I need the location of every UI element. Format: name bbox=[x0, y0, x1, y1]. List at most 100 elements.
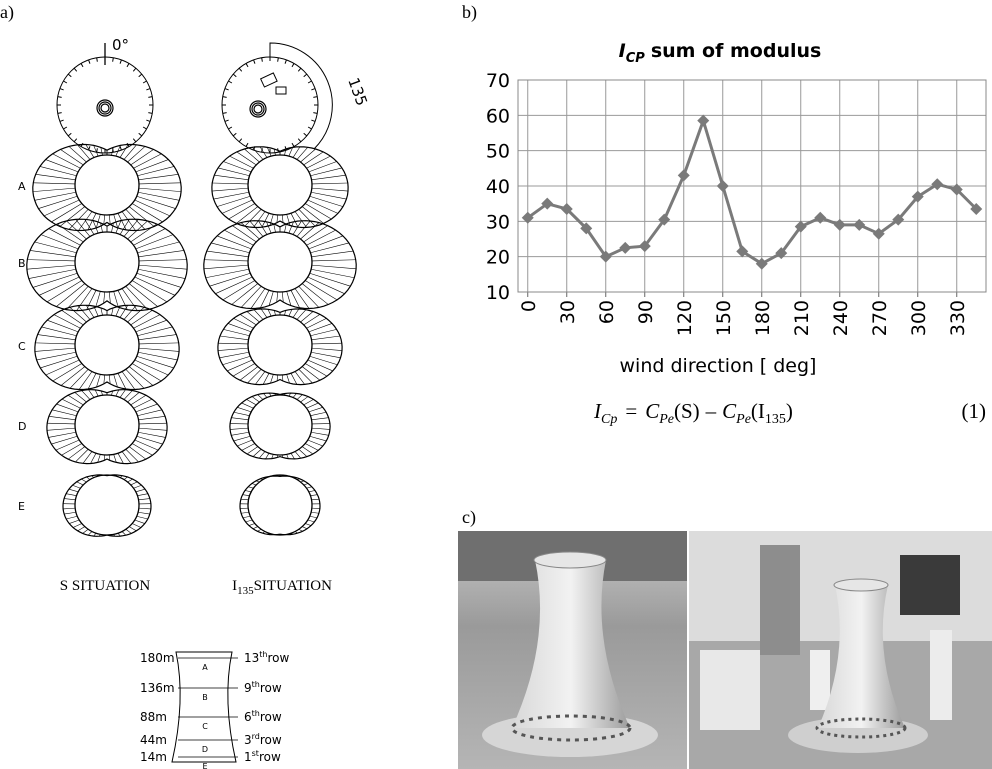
data-point bbox=[717, 180, 729, 192]
hatch bbox=[247, 399, 257, 405]
data-point bbox=[678, 169, 690, 181]
compass-tick bbox=[298, 139, 301, 142]
compass-tick bbox=[233, 74, 236, 77]
hatch bbox=[94, 145, 99, 156]
hatch bbox=[210, 273, 251, 286]
hatch bbox=[137, 166, 174, 175]
hatch bbox=[309, 323, 332, 331]
compass-tick bbox=[308, 81, 311, 83]
hatch bbox=[129, 527, 136, 531]
hatch bbox=[241, 286, 261, 307]
hatch bbox=[77, 482, 83, 485]
compass-tick bbox=[298, 68, 301, 71]
hatch bbox=[132, 443, 152, 455]
level-letter: B bbox=[202, 693, 208, 702]
hatch bbox=[35, 348, 75, 351]
hatch bbox=[310, 168, 341, 176]
hatch bbox=[82, 391, 90, 400]
y-tick-label: 70 bbox=[486, 70, 510, 92]
hatch bbox=[137, 516, 148, 519]
building bbox=[261, 73, 277, 87]
hatch bbox=[86, 305, 94, 317]
y-tick-label: 60 bbox=[486, 105, 510, 127]
hatch bbox=[76, 219, 90, 236]
hatch bbox=[282, 215, 283, 223]
hatch bbox=[139, 423, 167, 424]
hatch bbox=[128, 146, 145, 162]
hatch bbox=[109, 292, 110, 303]
hatch bbox=[222, 200, 252, 213]
hatch bbox=[137, 494, 147, 496]
hatch bbox=[46, 360, 79, 375]
hatch bbox=[304, 152, 323, 165]
height-label: 88m bbox=[140, 710, 167, 724]
hatch bbox=[53, 154, 81, 168]
hatch bbox=[220, 336, 248, 340]
hatch bbox=[88, 531, 92, 535]
hatch bbox=[310, 243, 348, 253]
hatch bbox=[267, 147, 271, 156]
inner-circle bbox=[248, 475, 312, 535]
row-word: row bbox=[260, 681, 282, 695]
hatch bbox=[131, 149, 154, 164]
hatch bbox=[237, 407, 251, 412]
hatch bbox=[311, 432, 329, 435]
compass-tick bbox=[228, 81, 231, 83]
subscript: 135 bbox=[237, 585, 254, 597]
hatch bbox=[301, 397, 308, 402]
compass-tick bbox=[139, 133, 142, 136]
hatch bbox=[122, 531, 126, 535]
hatch bbox=[46, 160, 79, 172]
x-tick-label: 240 bbox=[830, 300, 852, 336]
chart: 1020304050607003060901201501802102402703… bbox=[486, 70, 986, 336]
hatch bbox=[35, 192, 76, 200]
inner-circle bbox=[248, 155, 312, 215]
hatch bbox=[89, 390, 94, 398]
hatch bbox=[227, 360, 252, 371]
row-number: 1 bbox=[244, 750, 252, 764]
hatch bbox=[204, 260, 248, 261]
hatch bbox=[207, 251, 249, 257]
level-letter: E bbox=[202, 762, 207, 769]
inner-circle bbox=[75, 232, 139, 292]
hatch bbox=[27, 260, 75, 261]
hatch bbox=[137, 410, 161, 416]
hatch bbox=[243, 495, 250, 496]
hatch bbox=[217, 196, 250, 206]
hatch bbox=[126, 449, 139, 462]
compass-tick bbox=[262, 58, 263, 62]
hatch bbox=[138, 269, 185, 278]
hatch bbox=[134, 315, 160, 329]
hatch bbox=[137, 273, 181, 287]
hatch bbox=[308, 440, 323, 446]
row-letter: C bbox=[18, 340, 26, 353]
data-point bbox=[814, 212, 826, 224]
hatch bbox=[312, 418, 329, 420]
row-number: 3 bbox=[244, 733, 252, 747]
y-tick-label: 50 bbox=[486, 141, 510, 163]
hatch bbox=[218, 348, 248, 350]
hatch bbox=[52, 410, 76, 416]
hatch bbox=[305, 523, 311, 525]
data-point bbox=[834, 219, 846, 231]
hatch bbox=[311, 512, 319, 513]
row-number: 6 bbox=[244, 710, 252, 724]
hatch bbox=[27, 265, 75, 269]
hatch bbox=[307, 487, 312, 488]
row-suffix: st bbox=[252, 749, 259, 758]
x-tick-label: 90 bbox=[635, 300, 657, 324]
hatch bbox=[299, 449, 307, 456]
hatch bbox=[307, 230, 336, 245]
hatch bbox=[139, 508, 151, 509]
compass-tick bbox=[304, 74, 307, 77]
hatch bbox=[29, 269, 76, 278]
y-tick-label: 20 bbox=[486, 247, 510, 269]
hatch bbox=[47, 423, 75, 424]
hatch bbox=[69, 520, 79, 524]
hatch bbox=[302, 367, 320, 381]
hatch bbox=[302, 527, 307, 529]
compass-tick bbox=[133, 68, 136, 71]
situation-label: I135SITUATION bbox=[232, 578, 332, 597]
hatch bbox=[269, 291, 273, 305]
hatch bbox=[139, 250, 185, 256]
